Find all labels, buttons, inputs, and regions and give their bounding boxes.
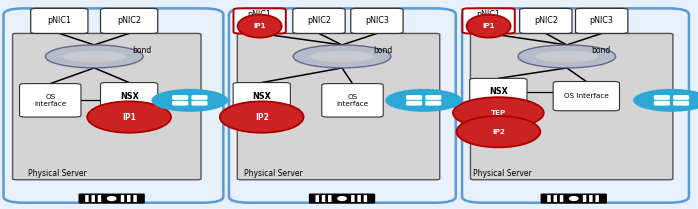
FancyBboxPatch shape bbox=[172, 101, 188, 106]
FancyBboxPatch shape bbox=[406, 101, 422, 106]
FancyBboxPatch shape bbox=[133, 195, 137, 202]
FancyBboxPatch shape bbox=[595, 195, 599, 202]
Ellipse shape bbox=[633, 89, 698, 112]
Text: pNIC2: pNIC2 bbox=[117, 16, 141, 25]
FancyBboxPatch shape bbox=[91, 195, 95, 202]
Text: Physical Server: Physical Server bbox=[244, 169, 303, 178]
FancyBboxPatch shape bbox=[462, 8, 514, 33]
FancyBboxPatch shape bbox=[425, 101, 441, 106]
FancyBboxPatch shape bbox=[470, 78, 527, 106]
FancyBboxPatch shape bbox=[293, 8, 346, 33]
FancyBboxPatch shape bbox=[575, 8, 628, 33]
Ellipse shape bbox=[337, 196, 347, 201]
Text: IP2: IP2 bbox=[492, 129, 505, 135]
FancyBboxPatch shape bbox=[462, 8, 689, 203]
Text: bond: bond bbox=[133, 46, 152, 55]
Text: NSX: NSX bbox=[253, 92, 271, 101]
Text: IP1: IP1 bbox=[482, 23, 495, 29]
Ellipse shape bbox=[45, 45, 143, 68]
FancyBboxPatch shape bbox=[406, 95, 422, 100]
Text: IP2: IP2 bbox=[255, 112, 269, 122]
Ellipse shape bbox=[220, 101, 304, 133]
Text: pNIC2: pNIC2 bbox=[307, 16, 331, 25]
Text: NSX: NSX bbox=[489, 87, 507, 97]
Text: pNIC2: pNIC2 bbox=[534, 16, 558, 25]
FancyBboxPatch shape bbox=[13, 33, 201, 180]
Ellipse shape bbox=[107, 196, 117, 201]
Ellipse shape bbox=[63, 51, 126, 62]
FancyBboxPatch shape bbox=[315, 195, 319, 202]
Text: bond: bond bbox=[373, 46, 393, 55]
Ellipse shape bbox=[87, 101, 171, 133]
Ellipse shape bbox=[518, 45, 616, 68]
FancyBboxPatch shape bbox=[191, 95, 207, 100]
FancyBboxPatch shape bbox=[98, 195, 101, 202]
Ellipse shape bbox=[466, 15, 510, 38]
FancyBboxPatch shape bbox=[328, 195, 332, 202]
Ellipse shape bbox=[535, 51, 599, 62]
Text: TEP: TEP bbox=[491, 110, 506, 116]
Text: Physical Server: Physical Server bbox=[28, 169, 87, 178]
FancyBboxPatch shape bbox=[322, 195, 325, 202]
FancyBboxPatch shape bbox=[654, 95, 670, 100]
FancyBboxPatch shape bbox=[233, 83, 290, 110]
FancyBboxPatch shape bbox=[654, 101, 670, 106]
FancyBboxPatch shape bbox=[364, 195, 367, 202]
Text: NSX: NSX bbox=[120, 92, 138, 101]
FancyBboxPatch shape bbox=[583, 195, 586, 202]
Ellipse shape bbox=[453, 97, 544, 129]
FancyBboxPatch shape bbox=[309, 194, 376, 204]
FancyBboxPatch shape bbox=[85, 195, 89, 202]
Ellipse shape bbox=[293, 45, 391, 68]
FancyBboxPatch shape bbox=[101, 83, 158, 110]
Ellipse shape bbox=[237, 15, 282, 38]
FancyBboxPatch shape bbox=[172, 95, 188, 100]
FancyBboxPatch shape bbox=[78, 194, 145, 204]
Text: Physical Server: Physical Server bbox=[473, 169, 532, 178]
Ellipse shape bbox=[456, 116, 540, 147]
FancyBboxPatch shape bbox=[519, 8, 572, 33]
FancyBboxPatch shape bbox=[229, 8, 456, 203]
FancyBboxPatch shape bbox=[121, 195, 124, 202]
FancyBboxPatch shape bbox=[589, 195, 593, 202]
FancyBboxPatch shape bbox=[560, 195, 563, 202]
Text: pNIC1: pNIC1 bbox=[477, 10, 500, 19]
FancyBboxPatch shape bbox=[547, 195, 551, 202]
FancyBboxPatch shape bbox=[20, 84, 81, 117]
Text: pNIC1: pNIC1 bbox=[248, 10, 272, 19]
Text: pNIC3: pNIC3 bbox=[590, 16, 614, 25]
FancyBboxPatch shape bbox=[673, 101, 689, 106]
Ellipse shape bbox=[385, 89, 462, 112]
Ellipse shape bbox=[569, 196, 579, 201]
Ellipse shape bbox=[151, 89, 228, 112]
Ellipse shape bbox=[310, 51, 374, 62]
Text: bond: bond bbox=[591, 46, 611, 55]
FancyBboxPatch shape bbox=[31, 8, 88, 33]
FancyBboxPatch shape bbox=[101, 8, 158, 33]
FancyBboxPatch shape bbox=[554, 195, 557, 202]
FancyBboxPatch shape bbox=[470, 33, 673, 180]
FancyBboxPatch shape bbox=[351, 8, 403, 33]
FancyBboxPatch shape bbox=[237, 33, 440, 180]
Text: IP1: IP1 bbox=[253, 23, 266, 29]
FancyBboxPatch shape bbox=[322, 84, 383, 117]
Text: OS Interface: OS Interface bbox=[564, 93, 609, 99]
FancyBboxPatch shape bbox=[673, 95, 689, 100]
Text: pNIC3: pNIC3 bbox=[365, 16, 389, 25]
Text: OS
interface: OS interface bbox=[34, 94, 66, 107]
FancyBboxPatch shape bbox=[233, 8, 286, 33]
FancyBboxPatch shape bbox=[357, 195, 361, 202]
Text: pNIC1: pNIC1 bbox=[47, 16, 71, 25]
Text: OS
interface: OS interface bbox=[336, 94, 369, 107]
FancyBboxPatch shape bbox=[3, 8, 223, 203]
FancyBboxPatch shape bbox=[553, 82, 620, 111]
FancyBboxPatch shape bbox=[127, 195, 131, 202]
FancyBboxPatch shape bbox=[191, 101, 207, 106]
Text: IP1: IP1 bbox=[122, 112, 136, 122]
FancyBboxPatch shape bbox=[425, 95, 441, 100]
FancyBboxPatch shape bbox=[351, 195, 355, 202]
FancyBboxPatch shape bbox=[540, 194, 607, 204]
